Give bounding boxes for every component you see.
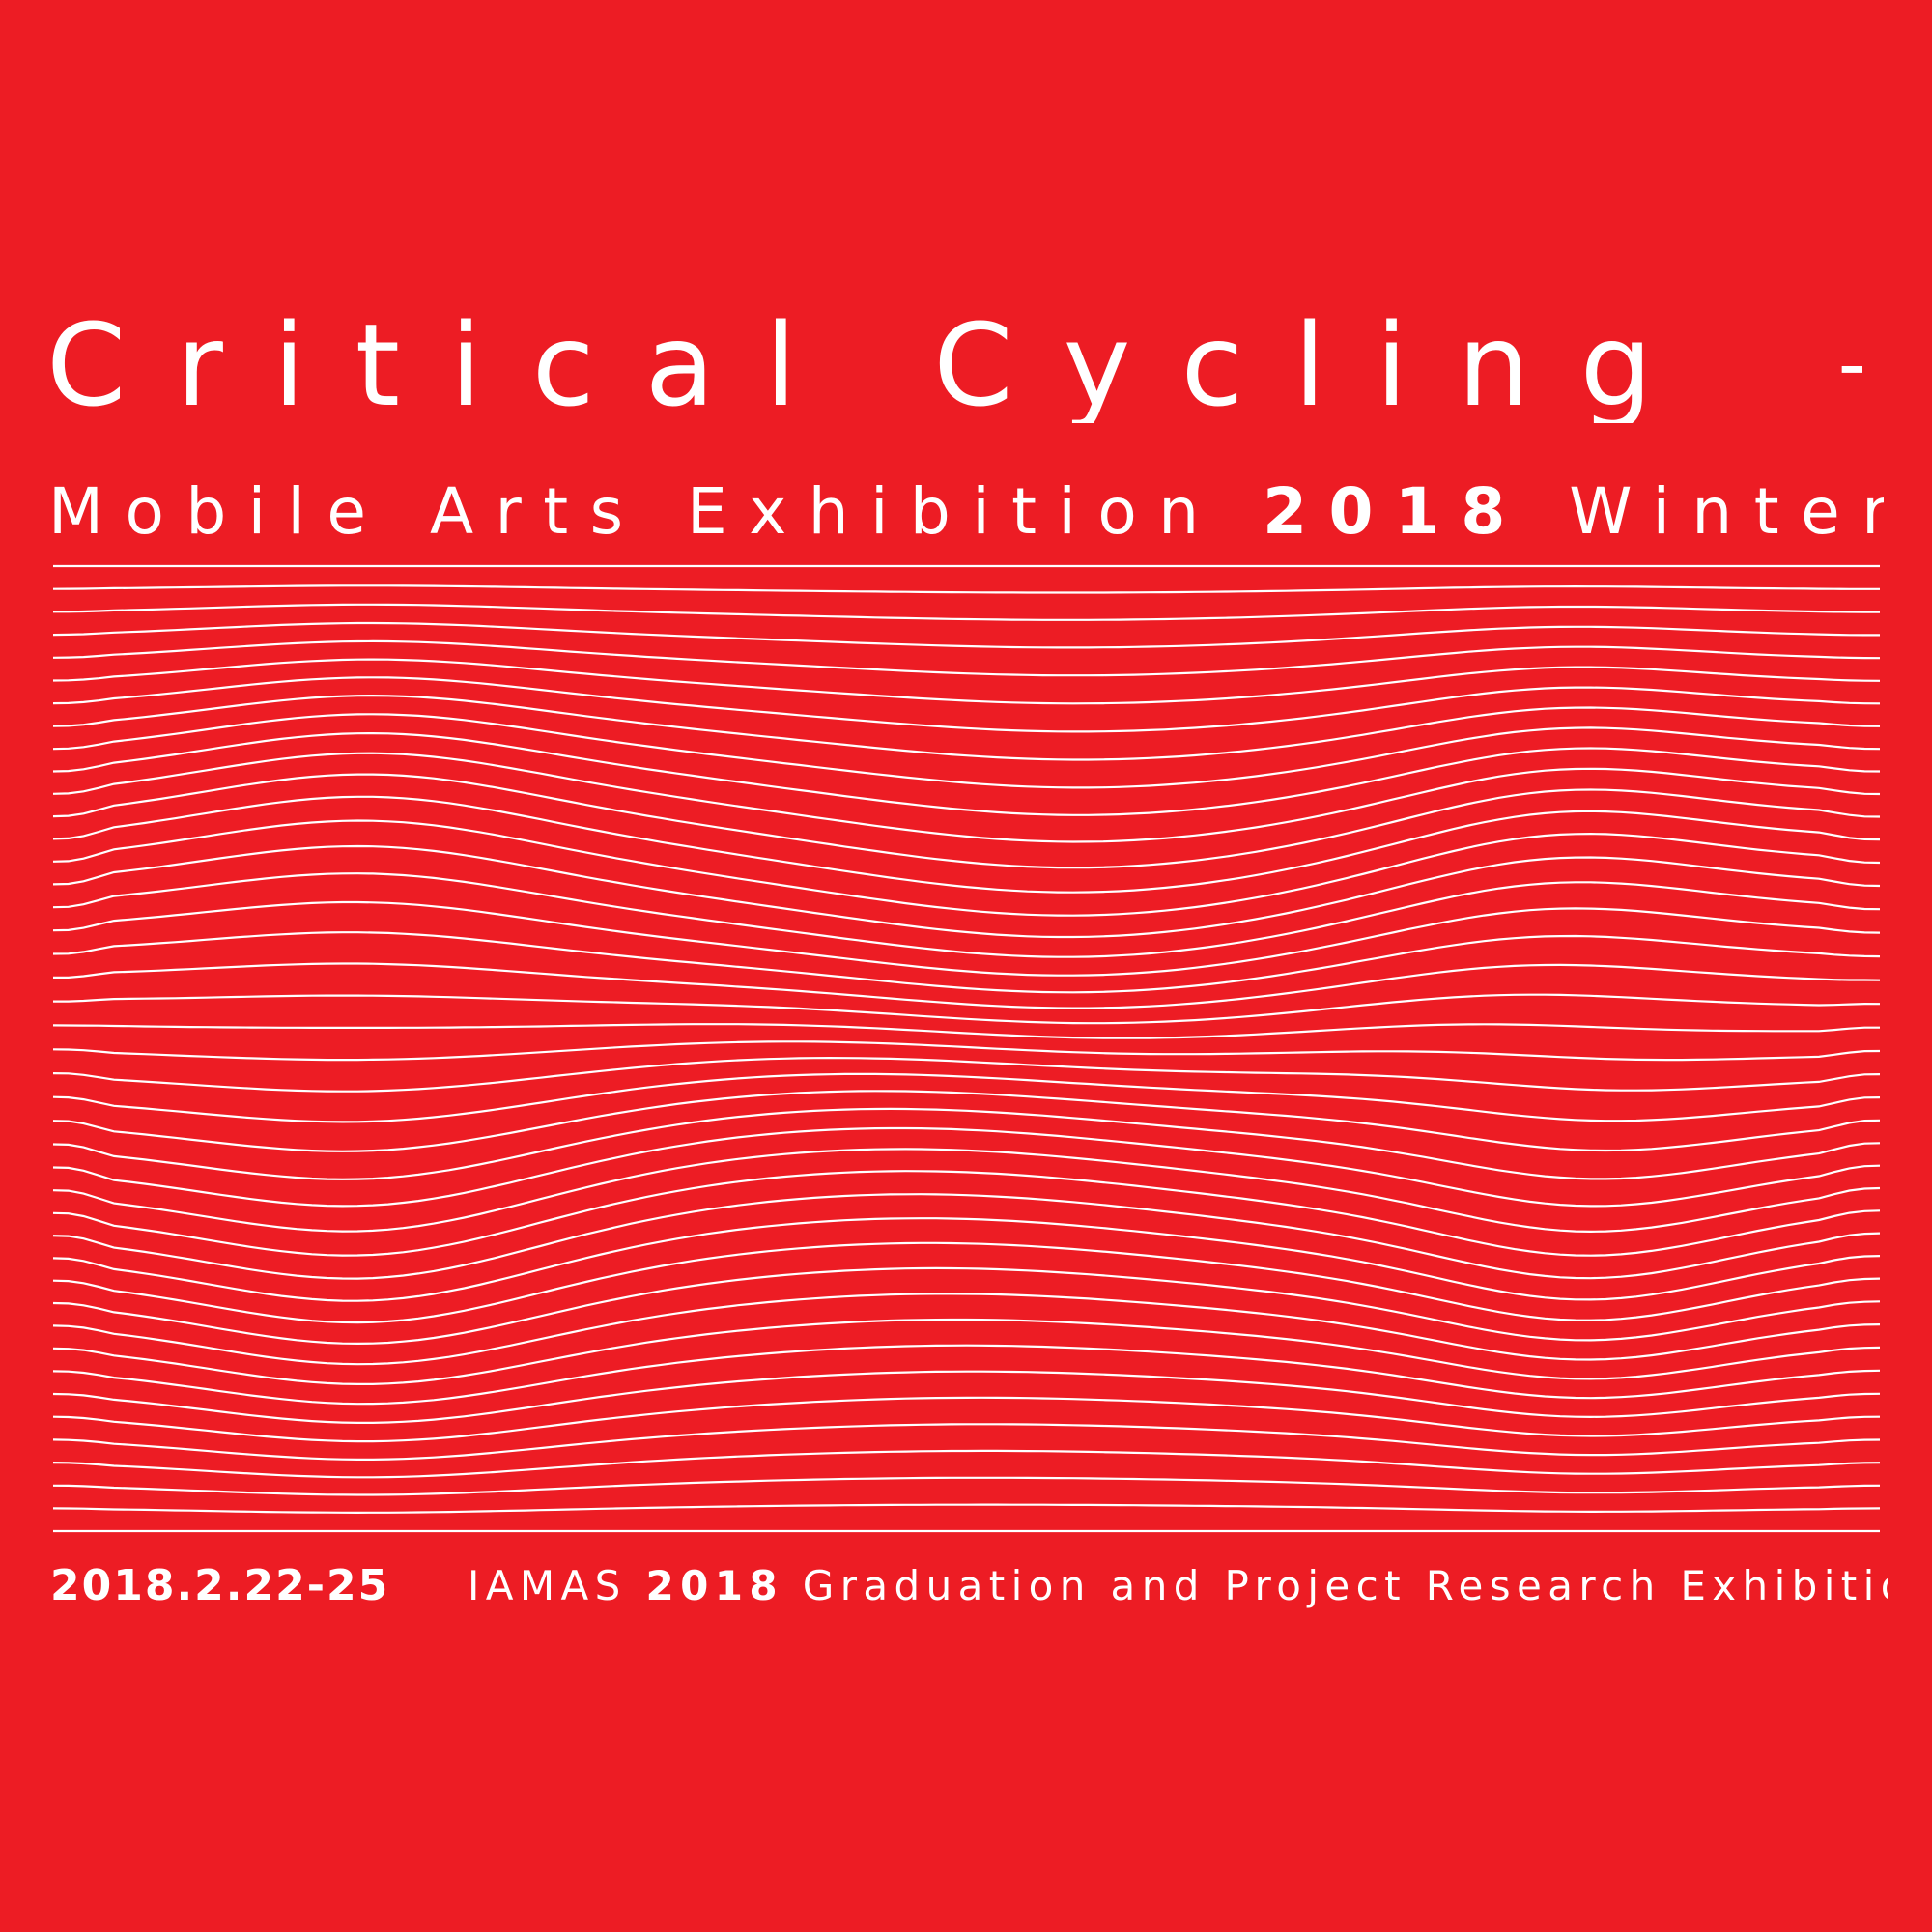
wave-line <box>52 819 1881 917</box>
org-name: IAMAS <box>468 1562 627 1609</box>
wave-line <box>52 752 1881 843</box>
exhibition-name: IAMAS 2018 Graduation and Project Resear… <box>468 1559 1888 1613</box>
wave-lines <box>52 564 1881 1533</box>
wave-line <box>52 1266 1881 1346</box>
title-text: Critical Cycling <box>46 307 1703 423</box>
wave-line <box>52 773 1881 869</box>
wave-line <box>52 694 1881 761</box>
wave-line <box>52 1370 1881 1424</box>
wave-line <box>53 962 1881 1009</box>
wave-line <box>52 1396 1881 1443</box>
wave-line <box>52 584 1880 594</box>
wave-line <box>53 993 1881 1025</box>
wave-line <box>52 1056 1881 1093</box>
wave-line <box>52 1503 1881 1515</box>
wave-line <box>52 795 1881 894</box>
exhibition-dates: 2018.2.22-25 <box>50 1561 390 1610</box>
wave-line <box>52 731 1881 816</box>
subtitle-prefix: Mobile Arts Exhibition <box>48 474 1221 549</box>
wave-line <box>52 1126 1881 1208</box>
wave-line <box>52 1318 1881 1385</box>
wave-line <box>52 1023 1880 1039</box>
wave-line <box>52 1193 1881 1280</box>
wave-line <box>52 676 1881 733</box>
wave-line <box>52 1241 1881 1324</box>
wave-line <box>52 872 1881 958</box>
wave-line <box>52 621 1880 649</box>
wave-line <box>52 1148 1881 1234</box>
wave-line <box>52 1344 1881 1406</box>
wave-line <box>52 931 1881 994</box>
subtitle-year: 2018 <box>1263 474 1527 549</box>
subtitle-suffix: Winter <box>1569 474 1884 549</box>
wave-line <box>52 900 1881 977</box>
wave-line <box>52 713 1881 789</box>
wave-line <box>52 1476 1881 1496</box>
wave-line <box>52 1293 1881 1366</box>
wave-line <box>52 1072 1881 1123</box>
subtitle: Mobile Arts Exhibition 2018 Winter <box>48 473 1884 551</box>
title-plus-mark: + <box>1833 328 1862 408</box>
wave-line <box>52 1217 1881 1302</box>
wave-line <box>53 603 1880 621</box>
title: Critical Cycling + <box>46 307 1862 423</box>
wave-line <box>52 1449 1881 1479</box>
wave-line <box>52 844 1881 939</box>
event-year: 2018 <box>645 1562 784 1609</box>
wave-line <box>52 1423 1881 1461</box>
wave-line <box>52 1040 1881 1062</box>
wave-line <box>52 1107 1881 1180</box>
wave-line <box>52 1170 1881 1257</box>
wave-line <box>52 639 1881 677</box>
event-description: Graduation and Project Research Exhibiti… <box>802 1562 1888 1609</box>
wave-line <box>52 658 1881 705</box>
wave-line <box>52 1090 1881 1152</box>
